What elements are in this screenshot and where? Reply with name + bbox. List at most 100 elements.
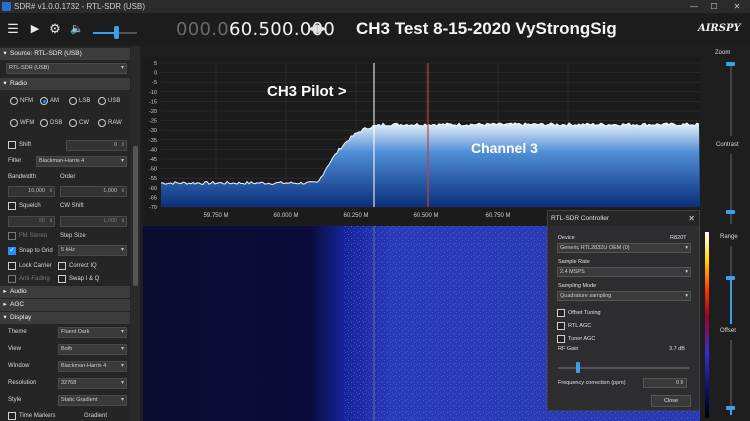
source-header[interactable]: ▾ Source: RTL-SDR (USB) [0,48,130,60]
spinner-icon[interactable]: ⇕ [48,218,53,224]
frequency-correction-input[interactable]: 0 ⇕ [643,378,687,388]
close-window-button[interactable]: ✕ [733,2,741,11]
zoom-slider-track[interactable] [730,62,732,136]
rf-gain-slider-track[interactable] [558,367,689,369]
chevron-down-icon: ▾ [685,293,688,299]
range-slider-thumb[interactable] [726,276,735,280]
shift-checkbox[interactable] [8,141,16,149]
frequency-step-arrows[interactable]: ◀▶ [308,21,327,35]
mode-radio-nfm[interactable] [10,97,18,105]
time-markers-checkbox[interactable] [8,412,16,420]
device-select[interactable]: Generic RTL2832U OEM (0) ▾ [557,243,691,253]
close-icon[interactable]: ✕ [688,214,695,223]
order-input[interactable]: 1,000 ⇕ [60,186,127,197]
volume-slider-thumb[interactable] [113,26,119,39]
y-tick-label: -45 [149,157,157,163]
frequency-display[interactable]: 000.060.500.000 [176,19,335,40]
window-select[interactable]: Blackman-Harris 4 ▾ [58,361,127,372]
radio-header-label: Radio [10,80,27,87]
squelch-label: Squelch [19,203,41,209]
agc-header[interactable]: ▸ AGC [0,299,130,311]
style-label: Style [8,397,22,403]
squelch-input[interactable]: 50 ⇕ [8,216,55,227]
display-header[interactable]: ▾ Display [0,312,130,324]
window-label: Window [8,363,30,369]
close-button[interactable]: Close [651,395,691,407]
mode-radio-dsb[interactable] [40,119,48,127]
correct-iq-checkbox[interactable] [58,262,66,270]
left-panel-scrollbar[interactable] [131,46,140,421]
swap-iq-checkbox[interactable] [58,275,66,283]
resolution-select-value: 32768 [61,380,77,386]
filter-select[interactable]: Blackman-Harris 4 ▾ [36,156,127,167]
view-select[interactable]: Both ▾ [58,344,127,355]
offset-slider-thumb[interactable] [726,406,735,410]
contrast-slider-track[interactable] [730,154,732,224]
offset-tuning-checkbox[interactable] [557,309,565,317]
tuner-agc-checkbox[interactable] [557,335,565,343]
step-size-select[interactable]: 5 kHz ▾ [58,245,127,256]
fm-stereo-checkbox[interactable] [8,232,16,240]
gear-icon[interactable]: ⚙ [49,21,61,36]
menu-icon[interactable]: ☰ [7,21,19,36]
rf-gain-slider-thumb[interactable] [576,362,580,373]
mode-label-nfm: NFM [20,98,33,104]
spinner-icon[interactable]: ⇕ [48,188,53,194]
correct-iq-label: Correct IQ [69,263,97,269]
device-select-value: Generic RTL2832U OEM (0) [560,245,630,251]
radio-header[interactable]: ▾ Radio [0,78,130,90]
y-tick-label: 5 [154,61,157,67]
style-select[interactable]: Static Gradient ▾ [58,395,127,406]
chevron-down-icon: ▾ [685,269,688,275]
offset-slider-track[interactable] [730,340,732,415]
y-tick-label: -15 [149,99,157,105]
chevron-right-icon: ▸ [3,301,7,308]
resolution-select[interactable]: 32768 ▾ [58,378,127,389]
x-tick-label: 60.500 M [413,213,438,219]
mode-radio-wfm[interactable] [10,119,18,127]
theme-select[interactable]: Fluent Dark ▾ [58,327,127,338]
cw-shift-input[interactable]: 1,000 ⇕ [60,216,127,227]
mode-radio-lsb[interactable] [69,97,77,105]
spectrum-plot[interactable]: 5 0 -5 -10 -15 -20 -25 -30 -35 -40 -45 -50 -55 -60 -65… [143,57,708,225]
mode-radio-am[interactable] [40,97,48,105]
snap-to-grid-checkbox[interactable] [8,246,16,255]
play-icon[interactable]: ▶ [30,23,40,35]
scrollbar-thumb[interactable] [133,146,138,286]
spinner-icon[interactable]: ⇕ [120,218,125,224]
spinner-icon[interactable]: ⇕ [679,380,684,386]
chevron-down-icon: ▾ [120,65,124,71]
theme-select-value: Fluent Dark [61,329,90,335]
pilot-annotation: CH3 Pilot > [267,83,347,100]
shift-input[interactable]: 0 ⇕ [66,140,127,151]
channel-annotation: Channel 3 [471,140,538,156]
y-tick-label: -10 [149,90,157,96]
frequency-leading-digits: 000.0 [176,19,230,40]
sample-rate-select[interactable]: 2.4 MSPS ▾ [557,267,691,277]
anti-fading-checkbox[interactable] [8,275,16,283]
mode-radio-cw[interactable] [69,119,77,127]
left-panel: ▾ Source: RTL-SDR (USB) RTL-SDR (USB) ▾ ▾ R… [0,46,140,421]
audio-header[interactable]: ▸ Audio [0,286,130,298]
mode-radio-usb[interactable] [98,97,106,105]
offset-tuning-label: Offset Tuning [568,310,601,316]
lock-carrier-checkbox[interactable] [8,262,16,270]
minimize-button[interactable]: — [690,2,698,11]
contrast-label: Contrast [716,142,739,148]
step-size-value: 5 kHz [61,247,76,253]
spinner-icon[interactable]: ⇕ [120,142,125,148]
sampling-mode-select[interactable]: Quadrature sampling ▾ [557,291,691,301]
rtl-agc-checkbox[interactable] [557,322,565,330]
maximize-button[interactable]: ☐ [710,2,718,11]
zoom-slider-thumb[interactable] [726,62,735,66]
spectrum-panel[interactable]: 5 0 -5 -10 -15 -20 -25 -30 -35 -40 -45 -50 -55 -60 -65… [143,57,708,225]
speaker-icon[interactable]: 🔈 [70,23,84,35]
source-select[interactable]: RTL-SDR (USB) ▾ [6,63,127,74]
contrast-slider-thumb[interactable] [726,210,735,214]
mode-radio-raw[interactable] [98,119,106,127]
bandwidth-input[interactable]: 10,000 ⇕ [8,186,55,197]
x-tick-label: 60.000 M [273,213,298,219]
squelch-checkbox[interactable] [8,202,16,210]
color-scale-bar [705,232,709,418]
spinner-icon[interactable]: ⇕ [120,188,125,194]
